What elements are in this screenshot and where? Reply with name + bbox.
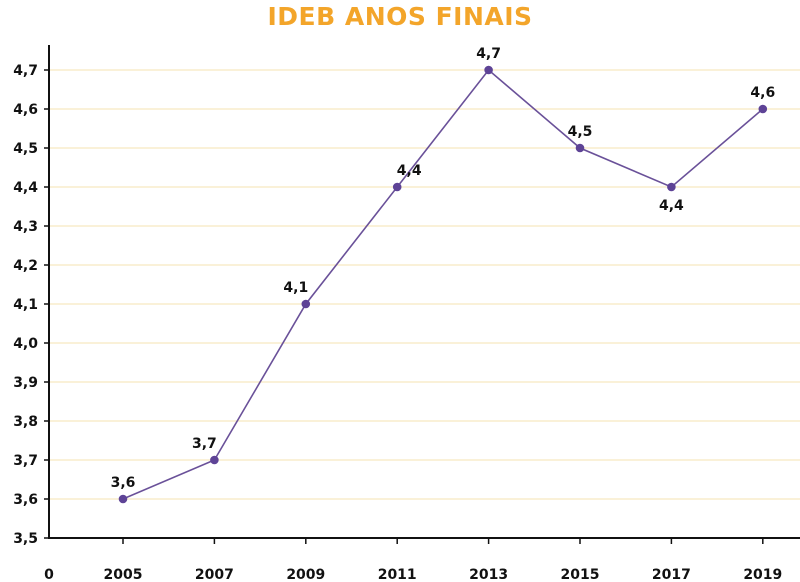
y-tick-label: 4,4 <box>13 180 38 196</box>
x-tick-label: 2013 <box>469 567 508 582</box>
data-point <box>301 299 311 309</box>
series-line <box>122 68 764 500</box>
x-tick-label: 2009 <box>286 567 325 582</box>
x-origin-label: 0 <box>44 567 54 582</box>
x-tick-label: 2007 <box>195 567 234 582</box>
chart-title: IDEB ANOS FINAIS <box>267 2 533 31</box>
x-tick-label: 2011 <box>378 567 417 582</box>
data-label: 4,7 <box>476 46 501 62</box>
data-point <box>667 182 676 192</box>
data-point <box>484 65 493 75</box>
data-label: 4,4 <box>397 163 422 179</box>
data-point <box>210 455 219 465</box>
y-tick-label: 3,6 <box>13 492 38 508</box>
data-label: 4,4 <box>659 198 684 214</box>
data-point <box>118 494 128 504</box>
x-tick-label: 2017 <box>652 567 691 582</box>
y-tick-label: 4,6 <box>13 102 38 118</box>
data-label: 3,6 <box>111 475 136 491</box>
y-tick-label: 4,3 <box>13 219 38 235</box>
y-tick-label: 3,5 <box>13 531 38 547</box>
y-tick-label: 3,7 <box>13 453 38 469</box>
y-tick-label: 4,1 <box>13 297 38 313</box>
y-tick-label: 4,7 <box>13 63 38 79</box>
x-tick-label: 2019 <box>743 567 782 582</box>
data-label: 4,5 <box>568 124 593 140</box>
y-tick-label: 4,0 <box>13 336 38 352</box>
data-point <box>392 182 402 192</box>
x-tick-label: 2015 <box>561 567 600 582</box>
y-tick-label: 3,9 <box>13 375 38 391</box>
x-tick-label: 2005 <box>104 567 143 582</box>
data-label: 3,7 <box>192 436 217 452</box>
data-point <box>758 104 768 114</box>
data-label: 4,1 <box>283 280 308 296</box>
y-tick-label: 4,2 <box>13 258 38 274</box>
y-tick-label: 3,8 <box>13 414 38 430</box>
y-tick-label: 4,5 <box>13 141 38 157</box>
data-point <box>575 143 585 153</box>
data-label: 4,6 <box>750 85 775 101</box>
